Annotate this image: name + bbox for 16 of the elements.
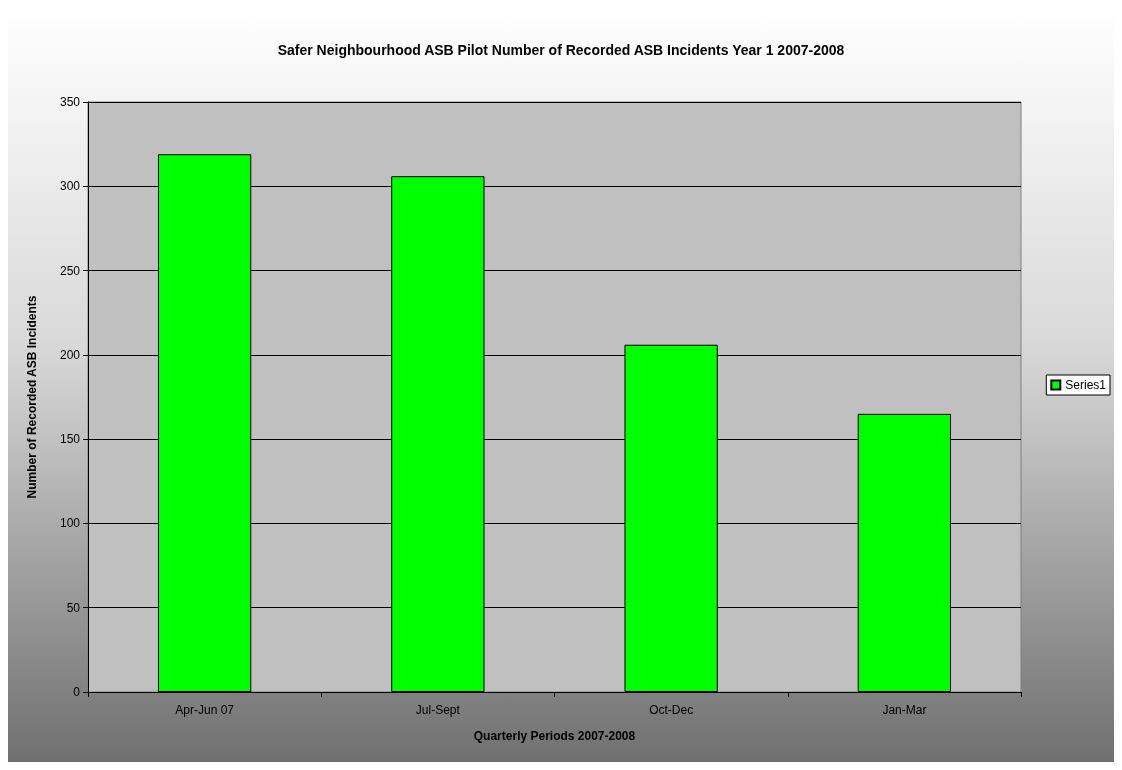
x-tick-label: Oct-Dec: [649, 703, 694, 717]
x-tick-label: Jul-Sept: [415, 703, 461, 717]
y-tick-label: 350: [59, 95, 81, 109]
y-tick-label: 100: [59, 516, 81, 531]
chart-title: Safer Neighbourhood ASB Pilot Number of Recorded ASB Incidents Year 1 2007-2008: [277, 42, 845, 58]
y-tick-label: 50: [66, 600, 81, 615]
x-axis-title: Quarterly Periods 2007-2008: [473, 729, 636, 743]
y-tick-label: 300: [59, 179, 81, 194]
x-tick-label: Apr-Jun 07: [175, 703, 235, 717]
y-tick-label: 150: [59, 432, 81, 447]
x-tick-label: Jan-Mar: [882, 703, 927, 717]
legend-label: Series1: [1065, 378, 1107, 392]
y-axis-title: Number of Recorded ASB Incidents: [25, 295, 39, 499]
y-tick-label: 200: [59, 347, 81, 362]
y-tick-label: 250: [59, 263, 81, 278]
y-tick-label: 0: [73, 685, 81, 699]
